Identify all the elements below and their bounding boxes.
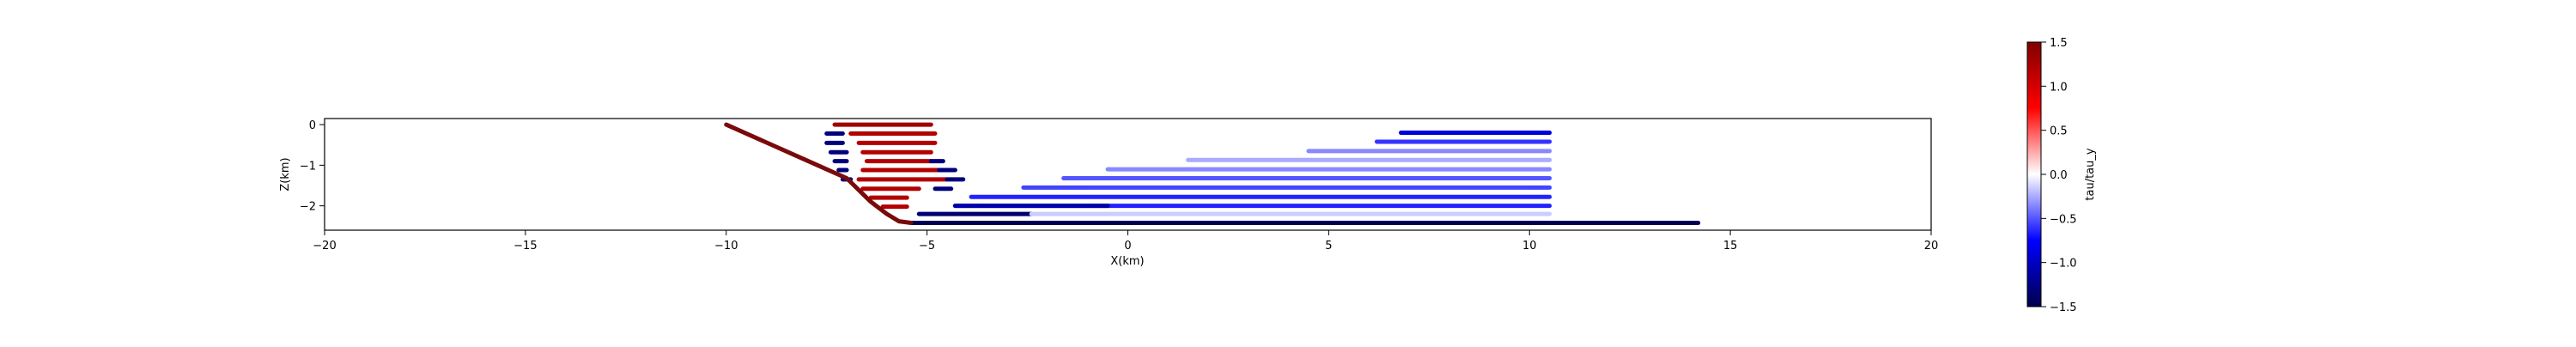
colorbar-gradient: [2026, 41, 2042, 307]
colorbar-tick-label: −1.5: [2050, 301, 2077, 314]
x-tick-label: −5: [919, 240, 935, 253]
colorbar-label: tau/tau_y: [2084, 148, 2097, 200]
y-axis: 0 −1 −2: [300, 119, 325, 214]
y-tick-label: 0: [309, 119, 316, 132]
x-axis-label: X(km): [1110, 255, 1144, 268]
x-tick-label: 10: [1522, 240, 1537, 253]
colorbar-tick-label: −1.0: [2050, 258, 2077, 271]
colorbar-tick-label: 0.5: [2050, 125, 2068, 138]
plot-layer: [724, 122, 1701, 225]
colorbar-tick-label: 0.0: [2050, 169, 2068, 182]
fault-line: [724, 122, 914, 225]
colorbar-tick-label: 1.5: [2050, 37, 2068, 50]
y-axis-label: Z(km): [279, 157, 292, 191]
x-axis: −20 −15 −10 −5 0 5 10 15 20: [313, 230, 1938, 253]
x-tick-label: −15: [513, 240, 537, 253]
colorbar: 1.5 1.0 0.5 0.0 −0.5 −1.0 −1.5 tau/tau_y: [2026, 37, 2097, 314]
x-tick-label: 15: [1723, 240, 1738, 253]
x-tick-label: 5: [1325, 240, 1332, 253]
colorbar-tick-label: 1.0: [2050, 81, 2068, 94]
y-tick-label: −1: [300, 160, 316, 173]
x-tick-label: −20: [313, 240, 336, 253]
x-tick-label: 0: [1124, 240, 1131, 253]
x-tick-label: −10: [714, 240, 738, 253]
colorbar-ticks: 1.5 1.0 0.5 0.0 −0.5 −1.0 −1.5: [2041, 37, 2077, 314]
y-tick-label: −2: [300, 201, 316, 214]
x-tick-label: 20: [1924, 240, 1939, 253]
colorbar-tick-label: −0.5: [2050, 213, 2077, 226]
